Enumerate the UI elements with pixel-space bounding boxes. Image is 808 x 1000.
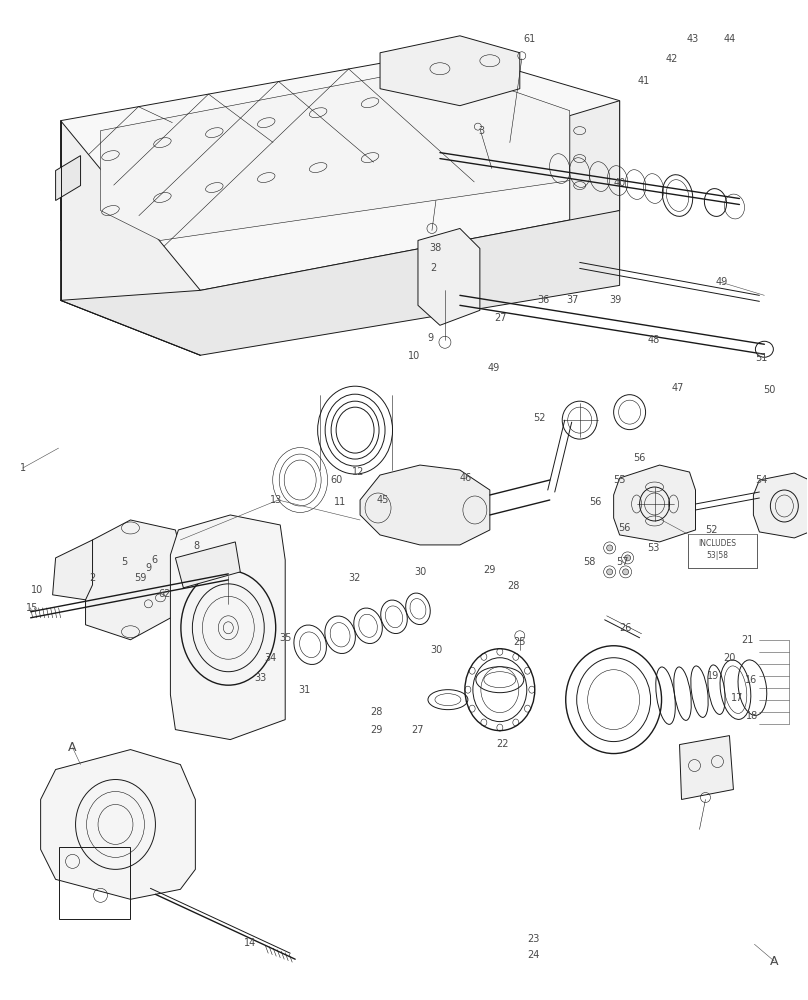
Text: 46: 46 bbox=[460, 473, 472, 483]
Polygon shape bbox=[40, 750, 196, 899]
Polygon shape bbox=[680, 736, 734, 799]
Text: 20: 20 bbox=[723, 653, 735, 663]
Ellipse shape bbox=[607, 569, 612, 575]
Text: 45: 45 bbox=[377, 495, 389, 505]
Text: 62: 62 bbox=[158, 589, 170, 599]
Text: 43: 43 bbox=[686, 34, 699, 44]
Text: 10: 10 bbox=[408, 351, 420, 361]
Text: 29: 29 bbox=[484, 565, 496, 575]
Text: 36: 36 bbox=[537, 295, 550, 305]
Bar bbox=[688, 534, 757, 568]
Polygon shape bbox=[61, 51, 620, 290]
Text: 26: 26 bbox=[620, 623, 632, 633]
Polygon shape bbox=[61, 210, 620, 355]
Text: 2: 2 bbox=[90, 573, 95, 583]
Text: 47: 47 bbox=[671, 383, 684, 393]
Polygon shape bbox=[61, 121, 200, 355]
Text: 25: 25 bbox=[514, 637, 526, 647]
Text: 12: 12 bbox=[352, 467, 364, 477]
Polygon shape bbox=[570, 101, 620, 225]
Text: 37: 37 bbox=[566, 295, 579, 305]
Text: 56: 56 bbox=[633, 453, 646, 463]
Text: 55: 55 bbox=[613, 475, 626, 485]
Text: 33: 33 bbox=[255, 673, 267, 683]
Text: 17: 17 bbox=[731, 693, 743, 703]
Text: 51: 51 bbox=[755, 353, 768, 363]
Text: 30: 30 bbox=[430, 645, 442, 655]
Text: INCLUDES: INCLUDES bbox=[698, 539, 736, 548]
Text: 5: 5 bbox=[121, 557, 128, 567]
Text: 8: 8 bbox=[193, 541, 200, 551]
Polygon shape bbox=[418, 228, 480, 325]
Text: 1: 1 bbox=[19, 463, 26, 473]
Polygon shape bbox=[100, 66, 570, 240]
Text: A: A bbox=[770, 955, 779, 968]
Text: 48: 48 bbox=[647, 335, 659, 345]
Text: 59: 59 bbox=[134, 573, 146, 583]
Text: 6: 6 bbox=[151, 555, 158, 565]
Text: 49: 49 bbox=[715, 277, 727, 287]
Text: 61: 61 bbox=[524, 34, 536, 44]
Text: 52: 52 bbox=[533, 413, 546, 423]
Polygon shape bbox=[380, 36, 520, 106]
Text: 40: 40 bbox=[613, 178, 625, 188]
Text: 56: 56 bbox=[590, 497, 602, 507]
Ellipse shape bbox=[623, 569, 629, 575]
Text: 50: 50 bbox=[764, 385, 776, 395]
Text: 49: 49 bbox=[488, 363, 500, 373]
Text: 60: 60 bbox=[330, 475, 343, 485]
Text: 32: 32 bbox=[348, 573, 360, 583]
Bar bbox=[59, 847, 130, 919]
Text: 53|58: 53|58 bbox=[706, 551, 729, 560]
Text: 21: 21 bbox=[741, 635, 754, 645]
Text: 52: 52 bbox=[705, 525, 718, 535]
Text: 9: 9 bbox=[145, 563, 152, 573]
Text: 9: 9 bbox=[427, 333, 433, 343]
Polygon shape bbox=[753, 473, 808, 538]
Text: 53: 53 bbox=[647, 543, 660, 553]
Text: 14: 14 bbox=[244, 938, 256, 948]
Text: 39: 39 bbox=[609, 295, 622, 305]
Text: 56: 56 bbox=[618, 523, 631, 533]
Polygon shape bbox=[175, 542, 240, 588]
Text: 23: 23 bbox=[528, 934, 540, 944]
Text: 24: 24 bbox=[528, 950, 540, 960]
Text: 57: 57 bbox=[617, 557, 629, 567]
Text: 29: 29 bbox=[370, 725, 382, 735]
Text: 28: 28 bbox=[507, 581, 520, 591]
Text: 16: 16 bbox=[745, 675, 758, 685]
Text: 19: 19 bbox=[707, 671, 720, 681]
Text: 11: 11 bbox=[334, 497, 347, 507]
Text: 31: 31 bbox=[298, 685, 310, 695]
Polygon shape bbox=[53, 540, 93, 600]
Text: 41: 41 bbox=[638, 76, 650, 86]
Polygon shape bbox=[360, 465, 490, 545]
Polygon shape bbox=[56, 156, 81, 201]
Polygon shape bbox=[170, 515, 285, 740]
Text: 54: 54 bbox=[755, 475, 768, 485]
Text: 15: 15 bbox=[27, 603, 39, 613]
Text: 35: 35 bbox=[279, 633, 292, 643]
Text: 44: 44 bbox=[723, 34, 735, 44]
Text: 30: 30 bbox=[414, 567, 426, 577]
Text: 28: 28 bbox=[370, 707, 382, 717]
Text: 38: 38 bbox=[429, 243, 441, 253]
Text: 27: 27 bbox=[494, 313, 507, 323]
Polygon shape bbox=[613, 465, 696, 542]
Text: 27: 27 bbox=[412, 725, 424, 735]
Text: A: A bbox=[69, 741, 77, 754]
Polygon shape bbox=[86, 520, 185, 640]
Text: 2: 2 bbox=[430, 263, 436, 273]
Text: 58: 58 bbox=[583, 557, 595, 567]
Text: 18: 18 bbox=[747, 711, 759, 721]
Text: 22: 22 bbox=[497, 739, 509, 749]
Text: 34: 34 bbox=[264, 653, 276, 663]
Ellipse shape bbox=[625, 555, 630, 561]
Text: 13: 13 bbox=[270, 495, 282, 505]
Text: 10: 10 bbox=[31, 585, 43, 595]
Text: 42: 42 bbox=[665, 54, 678, 64]
Ellipse shape bbox=[607, 545, 612, 551]
Text: 3: 3 bbox=[479, 126, 485, 136]
